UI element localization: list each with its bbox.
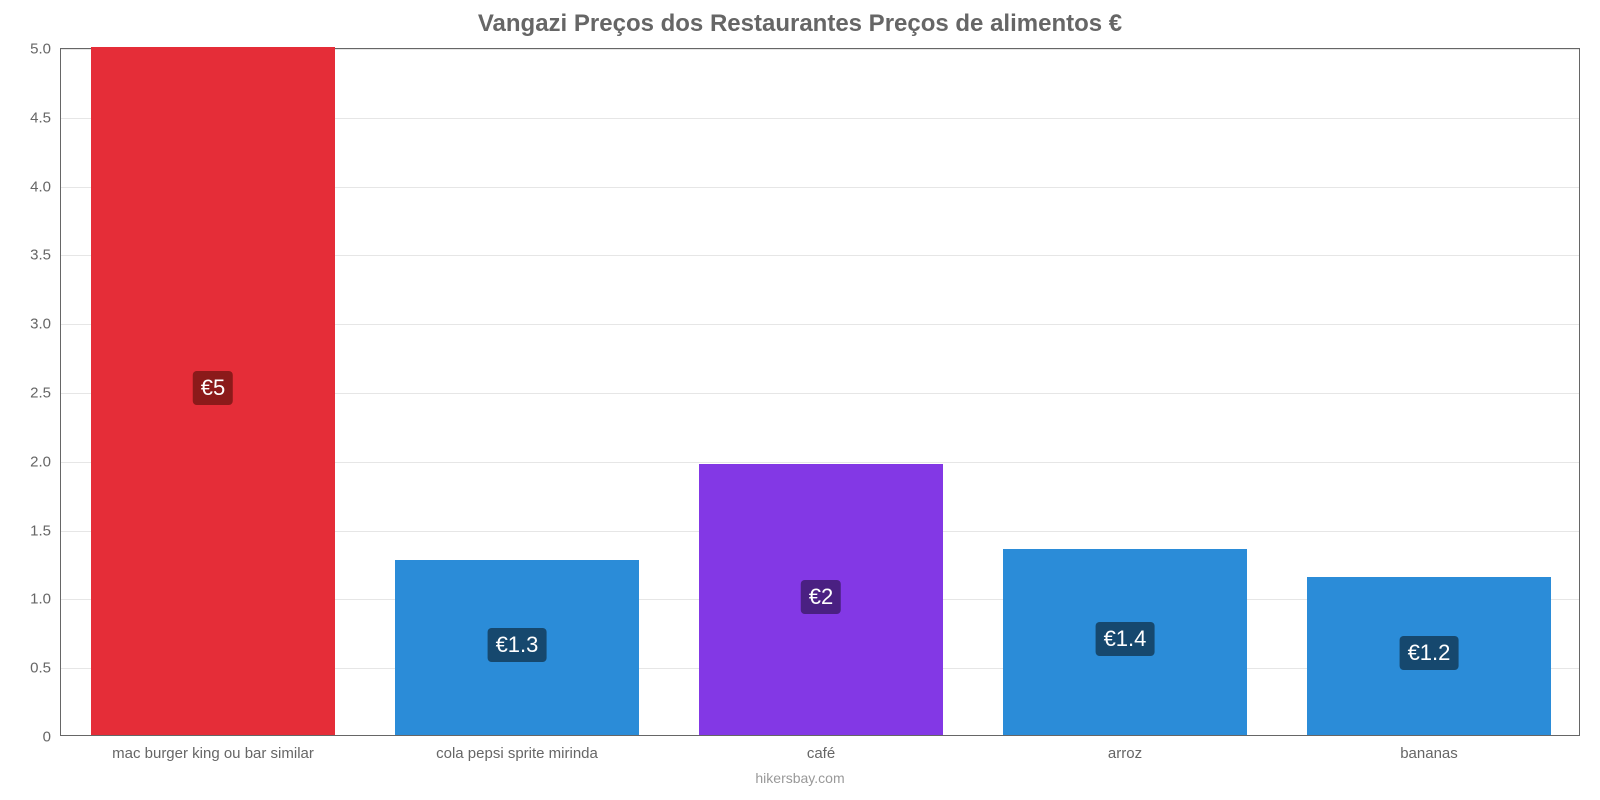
chart-bar: €1.3 [395,560,638,735]
bar-value-badge: €1.4 [1096,622,1155,656]
y-tick-label: 2.5 [30,385,61,402]
x-tick-label: arroz [1108,735,1142,762]
bar-value-badge: €2 [801,580,841,614]
chart-title: Vangazi Preços dos Restaurantes Preços d… [0,10,1600,38]
chart-bar: €1.4 [1003,549,1246,735]
y-tick-label: 3.5 [30,247,61,264]
bar-value-badge: €5 [193,371,233,405]
y-tick-label: 1.0 [30,591,61,608]
y-tick-label: 0.5 [30,660,61,677]
y-tick-label: 3.0 [30,316,61,333]
x-tick-label: bananas [1400,735,1458,762]
y-tick-label: 5.0 [30,41,61,58]
y-tick-label: 1.5 [30,522,61,539]
y-tick-label: 2.0 [30,453,61,470]
chart-plot-area: 00.51.01.52.02.53.03.54.04.55.0€5mac bur… [60,48,1580,736]
chart-bar: €5 [91,47,334,735]
y-tick-label: 4.5 [30,109,61,126]
y-tick-label: 0 [43,729,61,746]
x-tick-label: mac burger king ou bar similar [112,735,314,762]
x-tick-label: cola pepsi sprite mirinda [436,735,598,762]
chart-bar: €2 [699,464,942,735]
chart-bar: €1.2 [1307,577,1550,735]
x-tick-label: café [807,735,835,762]
bar-value-badge: €1.3 [488,628,547,662]
y-tick-label: 4.0 [30,178,61,195]
bar-value-badge: €1.2 [1400,636,1459,670]
chart-source: hikersbay.com [0,770,1600,786]
